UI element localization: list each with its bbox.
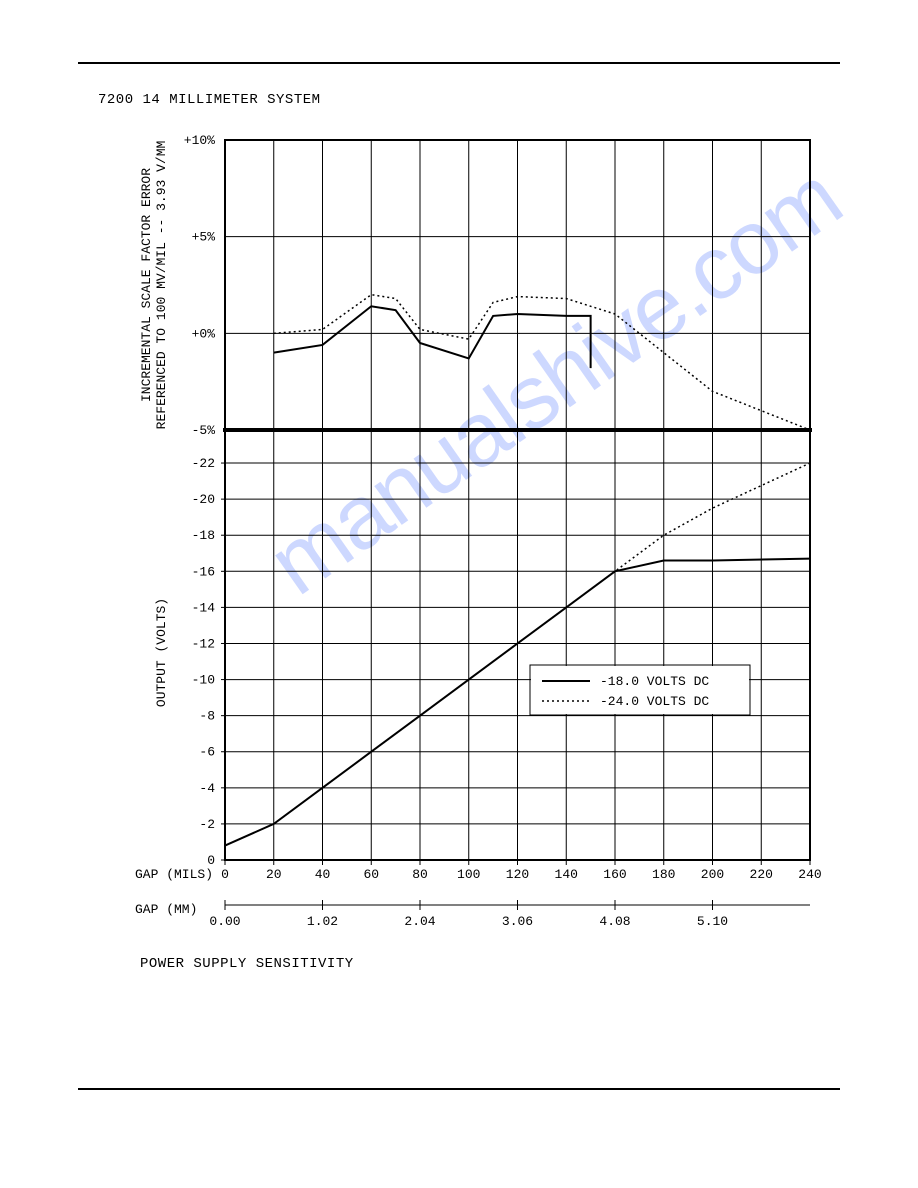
svg-text:-20: -20	[192, 492, 215, 507]
svg-text:40: 40	[315, 867, 331, 882]
svg-text:240: 240	[798, 867, 821, 882]
svg-text:+0%: +0%	[192, 326, 216, 341]
svg-text:80: 80	[412, 867, 428, 882]
svg-text:-6: -6	[199, 745, 215, 760]
legend-item-1: -18.0 VOLTS DC	[600, 674, 709, 689]
chart-title: 7200 14 MILLIMETER SYSTEM	[98, 92, 321, 108]
svg-text:0.00: 0.00	[209, 914, 240, 929]
svg-text:-8: -8	[199, 709, 215, 724]
svg-text:100: 100	[457, 867, 480, 882]
svg-text:0: 0	[207, 853, 215, 868]
bottom-rule	[78, 1088, 840, 1090]
svg-text:GAP (MILS): GAP (MILS)	[135, 867, 213, 882]
svg-text:GAP (MM): GAP (MM)	[135, 902, 197, 917]
svg-text:140: 140	[555, 867, 578, 882]
svg-text:0: 0	[221, 867, 229, 882]
top-rule	[78, 62, 840, 64]
svg-text:-4: -4	[199, 781, 215, 796]
svg-text:-2: -2	[199, 817, 215, 832]
svg-text:-22: -22	[192, 456, 215, 471]
chart-svg: +10%+5%+0%-5%-22-20-18-16-14-12-10-8-6-4…	[130, 130, 880, 950]
svg-text:-10: -10	[192, 673, 215, 688]
svg-text:1.02: 1.02	[307, 914, 338, 929]
svg-text:2.04: 2.04	[404, 914, 435, 929]
svg-text:+5%: +5%	[192, 230, 216, 245]
svg-text:5.10: 5.10	[697, 914, 728, 929]
svg-text:220: 220	[750, 867, 773, 882]
svg-text:-18: -18	[192, 528, 215, 543]
svg-text:-5%: -5%	[192, 423, 216, 438]
svg-text:120: 120	[506, 867, 529, 882]
legend-item-2: -24.0 VOLTS DC	[600, 694, 709, 709]
svg-text:-16: -16	[192, 564, 215, 579]
svg-text:+10%: +10%	[184, 133, 215, 148]
svg-text:-12: -12	[192, 636, 215, 651]
chart-footer: POWER SUPPLY SENSITIVITY	[140, 956, 354, 972]
svg-text:200: 200	[701, 867, 724, 882]
svg-text:20: 20	[266, 867, 282, 882]
page: 7200 14 MILLIMETER SYSTEM manualshive.co…	[0, 0, 918, 1188]
svg-text:OUTPUT (VOLTS): OUTPUT (VOLTS)	[154, 598, 169, 707]
top-series-18v	[274, 306, 591, 368]
svg-text:-14: -14	[192, 600, 216, 615]
svg-text:4.08: 4.08	[599, 914, 630, 929]
svg-text:3.06: 3.06	[502, 914, 533, 929]
svg-text:60: 60	[363, 867, 379, 882]
svg-text:INCREMENTAL SCALE FACTOR ERROR: INCREMENTAL SCALE FACTOR ERROR	[139, 168, 154, 402]
svg-text:160: 160	[603, 867, 626, 882]
svg-text:180: 180	[652, 867, 675, 882]
svg-text:REFERENCED TO 100 MV/MIL -- 3.: REFERENCED TO 100 MV/MIL -- 3.93 V/MM	[154, 141, 169, 430]
